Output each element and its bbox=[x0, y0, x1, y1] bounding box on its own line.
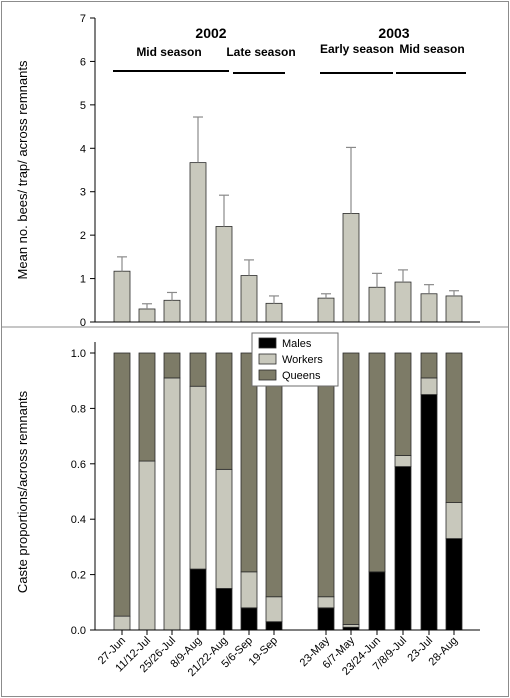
legend-swatch-workers bbox=[258, 353, 277, 365]
mean-bar bbox=[317, 297, 335, 323]
stacked-bar-workers bbox=[342, 624, 360, 628]
top-y-tick-label: 5 bbox=[80, 100, 86, 112]
bottom-y-tick-label: 0.0 bbox=[71, 625, 86, 637]
top-y-tick-label: 4 bbox=[80, 143, 86, 155]
stacked-bar-queens bbox=[189, 352, 207, 387]
bottom-y-axis-label: Caste proportions/across remnants bbox=[15, 390, 30, 593]
mean-bar bbox=[163, 299, 181, 323]
stacked-bar-workers bbox=[215, 468, 233, 589]
bottom-chart: Caste proportions/across remnants 0.0 0.2… bbox=[15, 332, 480, 679]
stacked-bar-queens bbox=[138, 352, 156, 462]
stacked-bar-queens bbox=[215, 352, 233, 470]
stacked-bar-queens bbox=[420, 352, 438, 379]
stacked-bar-workers bbox=[394, 455, 412, 467]
season-label-early-2003: Early season bbox=[320, 42, 394, 56]
mean-bar bbox=[138, 308, 156, 323]
stacked-bar-workers bbox=[420, 377, 438, 395]
stacked-bar-queens bbox=[240, 352, 258, 573]
stacked-bar-queens bbox=[394, 352, 412, 456]
stacked-bar-males bbox=[394, 466, 412, 631]
top-chart: Mean no. bees/ trap/ across remnants 0 1 2… bbox=[15, 13, 480, 329]
stacked-bar-queens bbox=[163, 352, 181, 379]
bottom-y-tick-label: 1.0 bbox=[71, 348, 86, 360]
mean-bar bbox=[342, 213, 360, 323]
stacked-bar-males bbox=[368, 571, 386, 631]
bottom-x-ticks: 27-Jun11/12-Jul25/26-Jul8/9-Aug21/22-Aug… bbox=[96, 630, 460, 679]
legend-swatch-queens bbox=[258, 369, 277, 381]
stacked-bar-males bbox=[189, 568, 207, 631]
season-label-mid-2003: Mid season bbox=[399, 42, 464, 56]
mean-bar bbox=[445, 295, 463, 323]
stacked-bar-males bbox=[240, 607, 258, 631]
mean-bar bbox=[394, 281, 412, 323]
stacked-bar-males bbox=[215, 588, 233, 631]
stacked-bar-workers bbox=[138, 460, 156, 631]
stacked-bar-queens bbox=[445, 352, 463, 503]
stacked-bar-males bbox=[445, 538, 463, 631]
bottom-bars bbox=[113, 352, 463, 631]
bottom-y-tick-label: 0.8 bbox=[71, 403, 86, 415]
stacked-bar-queens bbox=[113, 352, 131, 617]
top-y-tick-label: 7 bbox=[80, 13, 86, 25]
stacked-bar-queens bbox=[265, 352, 283, 598]
stacked-bar-workers bbox=[265, 596, 283, 623]
mean-bar bbox=[265, 302, 283, 323]
stacked-bar-males bbox=[317, 607, 335, 631]
top-y-tick-label: 0 bbox=[80, 317, 86, 329]
top-y-axis-label: Mean no. bees/ trap/ across remnants bbox=[15, 60, 30, 279]
stacked-bar-workers bbox=[317, 596, 335, 609]
mean-bar bbox=[368, 286, 386, 323]
legend-swatch-males bbox=[258, 337, 277, 349]
bottom-y-tick-label: 0.6 bbox=[71, 459, 86, 471]
legend: Males Workers Queens bbox=[251, 332, 339, 387]
legend-label-queens: Queens bbox=[282, 370, 321, 382]
stacked-bar-queens bbox=[342, 352, 360, 625]
season-label-mid-2002: Mid season bbox=[136, 45, 201, 59]
year-label-2003: 2003 bbox=[378, 25, 409, 41]
bottom-y-ticks: 0.0 0.2 0.4 0.6 0.8 1.0 bbox=[71, 348, 95, 637]
top-y-tick-label: 3 bbox=[80, 187, 86, 199]
mean-bar bbox=[420, 293, 438, 323]
mean-bar bbox=[189, 162, 207, 323]
stacked-bar-males bbox=[265, 621, 283, 631]
top-bars bbox=[113, 116, 463, 323]
top-y-tick-label: 1 bbox=[80, 274, 86, 286]
stacked-bar-workers bbox=[240, 571, 258, 609]
legend-label-workers: Workers bbox=[282, 354, 323, 366]
stacked-bar-workers bbox=[189, 385, 207, 570]
mean-bar bbox=[215, 226, 233, 323]
stacked-bar-workers bbox=[445, 502, 463, 539]
mean-bar bbox=[113, 270, 131, 323]
mean-bar bbox=[240, 275, 258, 323]
stacked-bar-workers bbox=[163, 377, 181, 631]
top-y-tick-label: 6 bbox=[80, 56, 86, 68]
stacked-bar-males bbox=[420, 394, 438, 631]
stacked-bar-workers bbox=[113, 615, 131, 631]
season-label-late-2002: Late season bbox=[226, 45, 295, 59]
year-label-2002: 2002 bbox=[195, 25, 226, 41]
top-y-ticks: 0 1 2 3 4 5 6 7 bbox=[80, 13, 95, 329]
bottom-y-tick-label: 0.2 bbox=[71, 570, 86, 582]
stacked-bar-queens bbox=[368, 352, 386, 573]
bottom-y-tick-label: 0.4 bbox=[71, 514, 86, 526]
legend-label-males: Males bbox=[282, 338, 312, 350]
stacked-bar-queens bbox=[317, 352, 335, 598]
top-y-tick-label: 2 bbox=[80, 230, 86, 242]
